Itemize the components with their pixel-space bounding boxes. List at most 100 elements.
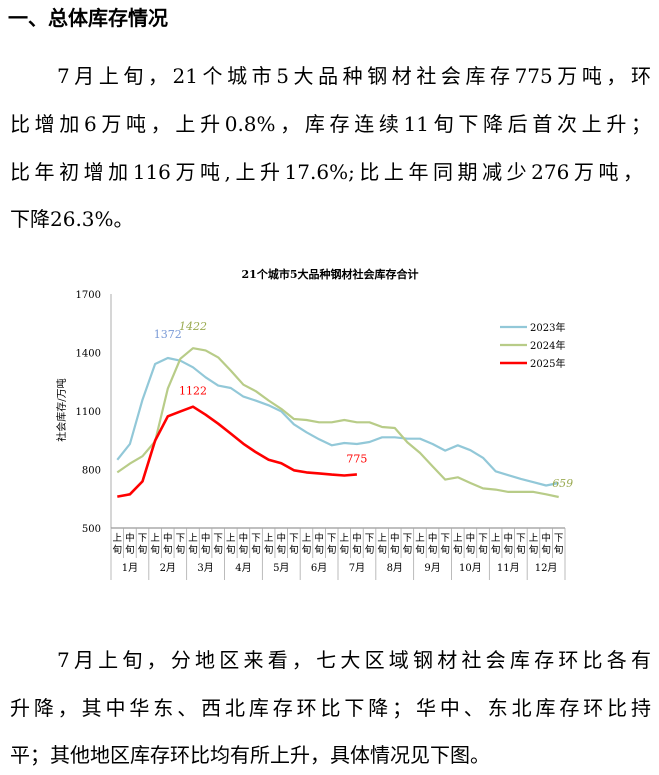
- x-tick-label-bottom: 旬: [554, 544, 564, 556]
- x-tick-label-bottom: 旬: [403, 544, 413, 556]
- data-label: 1422: [179, 320, 207, 333]
- x-tick-label-top: 上: [113, 533, 123, 544]
- series-line-2024: [116, 347, 559, 499]
- x-tick-label-top: 中: [276, 532, 286, 544]
- x-tick-label-bottom: 旬: [125, 544, 135, 556]
- x-tick-label-top: 中: [503, 532, 513, 544]
- x-tick-label-top: 中: [201, 532, 211, 544]
- x-tick-label-bottom: 旬: [264, 544, 274, 556]
- x-tick-label-bottom: 旬: [239, 544, 249, 556]
- legend-label: 2024年: [530, 339, 565, 352]
- x-tick-label-top: 上: [188, 533, 198, 544]
- x-tick-label-bottom: 旬: [188, 544, 198, 556]
- x-tick-label-bottom: 旬: [150, 544, 160, 556]
- x-tick-label-top: 中: [125, 532, 135, 544]
- x-tick-label-top: 中: [239, 532, 249, 544]
- x-tick-label-top: 上: [226, 533, 236, 544]
- x-tick-label-top: 上: [377, 533, 387, 544]
- month-label: 3月: [197, 562, 213, 574]
- paragraph-line: 比增加6万吨，上升0.8%，库存连续11旬下降后首次上升；: [10, 112, 651, 136]
- x-tick-label-top: 中: [352, 532, 362, 544]
- x-tick-label-top: 下: [176, 533, 186, 544]
- x-tick-label-bottom: 旬: [541, 544, 551, 556]
- x-tick-label-bottom: 旬: [340, 544, 350, 556]
- paragraph-line: 升降，其中华东、西北库存环比下降；华中、东北库存环比持: [10, 696, 651, 720]
- x-tick-label-bottom: 旬: [276, 544, 286, 556]
- series-line-2023: [116, 356, 559, 487]
- x-tick-label-top: 下: [251, 533, 261, 544]
- series-line-2025: [117, 405, 358, 498]
- month-label: 5月: [273, 562, 289, 574]
- data-label: 1122: [179, 385, 207, 398]
- paragraph-line: 比年初增加116万吨,上升17.6%;比上年同期减少276万吨，: [10, 160, 643, 184]
- x-tick-label-bottom: 旬: [390, 544, 400, 556]
- section-heading: 一、总体库存情况: [8, 6, 168, 30]
- x-tick-label-bottom: 旬: [415, 544, 425, 556]
- x-tick-label-top: 中: [541, 532, 551, 544]
- month-label: 4月: [235, 562, 251, 574]
- x-tick-label-bottom: 旬: [176, 544, 186, 556]
- x-tick-label-top: 中: [163, 532, 173, 544]
- x-tick-label-bottom: 旬: [201, 544, 211, 556]
- x-tick-label-bottom: 旬: [365, 544, 375, 556]
- month-label: 12月: [535, 562, 558, 574]
- chart-title: 21个城市5大品种钢材社会库存合计: [242, 267, 419, 281]
- y-tick-label: 1400: [76, 349, 101, 360]
- month-label: 7月: [349, 562, 365, 574]
- x-tick-label-top: 下: [213, 533, 223, 544]
- x-tick-label-bottom: 旬: [440, 544, 450, 556]
- x-tick-label-top: 中: [314, 532, 324, 544]
- x-tick-label-bottom: 旬: [251, 544, 261, 556]
- x-tick-label-top: 上: [529, 533, 539, 544]
- month-label: 2月: [160, 562, 176, 574]
- x-tick-label-bottom: 旬: [516, 544, 526, 556]
- month-label: 1月: [122, 562, 138, 574]
- x-tick-label-top: 下: [554, 533, 564, 544]
- data-label: 775: [346, 452, 367, 465]
- x-tick-label-bottom: 旬: [213, 544, 223, 556]
- data-label: 659: [552, 477, 573, 490]
- x-tick-label-top: 上: [453, 533, 463, 544]
- x-tick-label-bottom: 旬: [466, 544, 476, 556]
- x-tick-label-top: 上: [415, 533, 425, 544]
- data-label: 1372: [154, 328, 182, 341]
- paragraph-line: 7月上旬，分地区来看，七大区域钢材社会库存环比各有: [57, 648, 651, 672]
- x-tick-label-bottom: 旬: [113, 544, 123, 556]
- x-tick-label-top: 下: [138, 533, 148, 544]
- y-tick-label: 1700: [76, 290, 101, 301]
- x-tick-label-bottom: 旬: [289, 544, 299, 556]
- x-tick-label-bottom: 旬: [503, 544, 513, 556]
- month-label: 9月: [424, 562, 440, 574]
- x-tick-label-top: 下: [365, 533, 375, 544]
- x-tick-label-bottom: 旬: [478, 544, 488, 556]
- x-tick-label-top: 下: [327, 533, 337, 544]
- x-tick-label-bottom: 旬: [302, 544, 312, 556]
- y-axis-label: 社会库存/万吨: [55, 378, 68, 441]
- x-tick-label-top: 上: [302, 533, 312, 544]
- x-tick-label-top: 上: [264, 533, 274, 544]
- y-tick-label: 800: [82, 466, 101, 477]
- x-tick-label-bottom: 旬: [327, 544, 337, 556]
- x-tick-label-top: 上: [150, 533, 160, 544]
- x-tick-label-bottom: 旬: [138, 544, 148, 556]
- legend-label: 2025年: [530, 357, 565, 370]
- x-tick-label-top: 中: [428, 532, 438, 544]
- x-tick-label-bottom: 旬: [226, 544, 236, 556]
- paragraph-line: 下降26.3%。: [10, 207, 134, 231]
- paragraph-line: 7月上旬，21个城市5大品种钢材社会库存775万吨，环: [57, 64, 651, 88]
- x-tick-label-bottom: 旬: [352, 544, 362, 556]
- y-tick-label: 500: [82, 524, 101, 535]
- month-label: 8月: [387, 562, 403, 574]
- x-tick-label-top: 下: [516, 533, 526, 544]
- x-tick-label-top: 中: [466, 532, 476, 544]
- x-tick-label-bottom: 旬: [453, 544, 463, 556]
- legend-label: 2023年: [530, 321, 565, 334]
- x-tick-label-top: 上: [491, 533, 501, 544]
- x-tick-label-bottom: 旬: [428, 544, 438, 556]
- x-tick-label-top: 上: [340, 533, 350, 544]
- paragraph-line: 平；其他地区库存环比均有所上升，具体情况见下图。: [10, 743, 490, 767]
- x-tick-label-bottom: 旬: [163, 544, 173, 556]
- month-label: 10月: [459, 562, 482, 574]
- x-tick-label-top: 下: [403, 533, 413, 544]
